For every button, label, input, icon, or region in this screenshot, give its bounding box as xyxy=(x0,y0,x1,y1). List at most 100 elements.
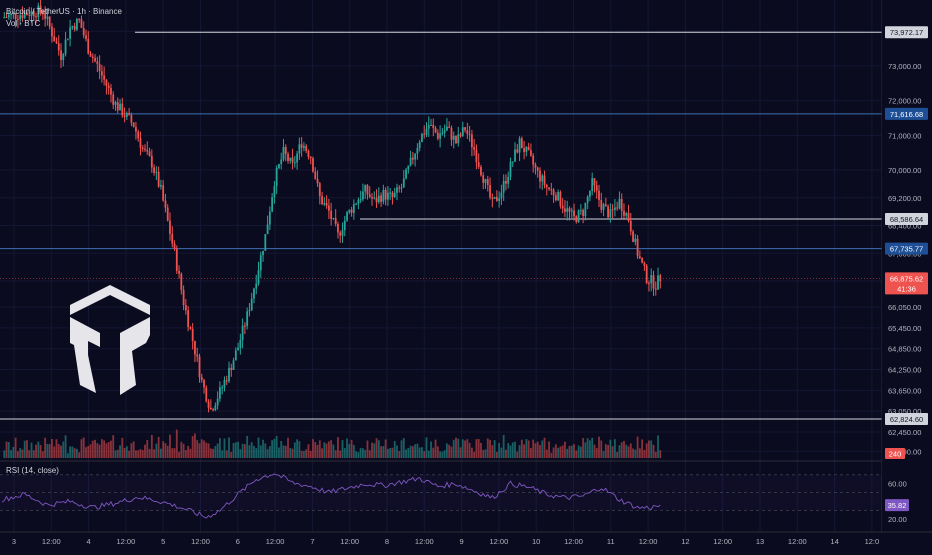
candle-body xyxy=(434,127,437,133)
candle-body xyxy=(432,124,435,128)
volume-indicator-label[interactable]: Vol · BTC xyxy=(6,19,41,28)
candle-body xyxy=(230,367,233,371)
symbol-title[interactable]: Bitcoin / TetherUS · 1h · Binance xyxy=(6,7,122,16)
level-badge xyxy=(885,242,928,255)
volume-bar xyxy=(634,449,637,458)
price-tick-label: 68,400.00 xyxy=(888,222,921,231)
volume-bar xyxy=(191,436,194,458)
volume-bar xyxy=(309,450,312,458)
volume-bar xyxy=(112,435,115,458)
candle-body xyxy=(171,233,174,244)
time-tick-label: 12 xyxy=(681,537,689,546)
volume-bar xyxy=(325,443,328,458)
candle-body xyxy=(214,405,217,411)
candle-body xyxy=(554,195,557,201)
volume-bar xyxy=(64,435,67,458)
candle-body xyxy=(323,203,326,205)
volume-bar xyxy=(614,439,616,458)
candle-body xyxy=(382,189,385,202)
candle-body xyxy=(491,197,494,199)
candle-body xyxy=(196,354,199,357)
candle-body xyxy=(121,103,124,116)
volume-bar xyxy=(175,429,178,458)
volume-bar xyxy=(586,438,589,458)
volume-bar xyxy=(330,440,333,458)
volume-bar xyxy=(427,450,430,458)
candle-body xyxy=(570,210,573,212)
volume-bar xyxy=(589,440,591,458)
volume-bar xyxy=(166,445,169,458)
volume-bar xyxy=(439,451,442,458)
candle-body xyxy=(573,210,575,217)
candle-body xyxy=(289,157,292,161)
candle-body xyxy=(448,126,451,128)
price-tick-label: 73,000.00 xyxy=(888,62,921,71)
volume-bar xyxy=(604,444,607,458)
volume-bar xyxy=(652,444,655,458)
volume-bar xyxy=(55,439,58,458)
volume-bar xyxy=(130,443,133,458)
volume-bar xyxy=(525,439,528,458)
volume-bar xyxy=(89,444,92,458)
volume-bar xyxy=(132,441,135,458)
candle-body xyxy=(373,197,376,199)
volume-bar xyxy=(484,449,487,458)
volume-bar xyxy=(607,445,609,458)
candle-body xyxy=(500,192,503,199)
candle-body xyxy=(198,356,201,378)
rsi-value-badge xyxy=(885,499,909,512)
volume-bar xyxy=(87,445,90,458)
volume-bar xyxy=(473,451,476,458)
time-tick-label: 6 xyxy=(236,537,240,546)
candle-body xyxy=(282,146,285,160)
volume-bar xyxy=(69,446,71,458)
candle-body xyxy=(89,53,92,57)
volume-bar xyxy=(418,447,421,458)
volume-bar xyxy=(51,438,53,458)
candle-body xyxy=(73,26,76,30)
volume-bar xyxy=(620,442,623,458)
candle-body xyxy=(598,190,600,201)
candle-body xyxy=(577,210,580,223)
volume-bar xyxy=(85,447,87,458)
volume-bar xyxy=(280,441,283,458)
candle-body xyxy=(443,130,446,133)
horizontal-levels[interactable] xyxy=(0,31,882,420)
volume-bar xyxy=(80,439,83,458)
volume-bar xyxy=(502,434,505,458)
volume-bar xyxy=(60,445,62,458)
time-tick-label: 12:00 xyxy=(42,537,61,546)
candle-body xyxy=(105,79,108,86)
volume-bar xyxy=(534,443,537,458)
volume-bar xyxy=(268,446,271,458)
candle-body xyxy=(87,39,90,54)
candle-body xyxy=(325,203,328,206)
candle-body xyxy=(402,178,405,188)
candle-body xyxy=(57,43,60,51)
volume-bar xyxy=(564,441,566,458)
volume-bar xyxy=(591,437,594,458)
candle-body xyxy=(527,147,530,151)
candle-body xyxy=(305,146,308,151)
candle-body xyxy=(634,238,637,242)
candle-body xyxy=(41,11,44,14)
volume-bar xyxy=(275,435,278,458)
time-tick-label: 13 xyxy=(756,537,764,546)
candle-body xyxy=(380,195,382,202)
price-tick-label: 64,250.00 xyxy=(888,366,921,375)
candle-body xyxy=(182,290,185,305)
time-axis[interactable]: 3 12:00 4 12:00 5 12:00 6 12:00 7 12:00 8 12:00 9 12:… xyxy=(0,531,932,550)
volume-bar xyxy=(405,449,407,458)
price-tick-label: 63,050.00 xyxy=(888,407,921,416)
candle-body xyxy=(232,360,235,371)
candle-body xyxy=(409,157,412,166)
volume-bar xyxy=(312,439,314,458)
volume-bar xyxy=(448,444,451,458)
candle-body xyxy=(253,288,255,299)
volume-bar xyxy=(348,444,351,458)
volume-bar xyxy=(257,437,260,458)
candle-body xyxy=(623,210,625,216)
